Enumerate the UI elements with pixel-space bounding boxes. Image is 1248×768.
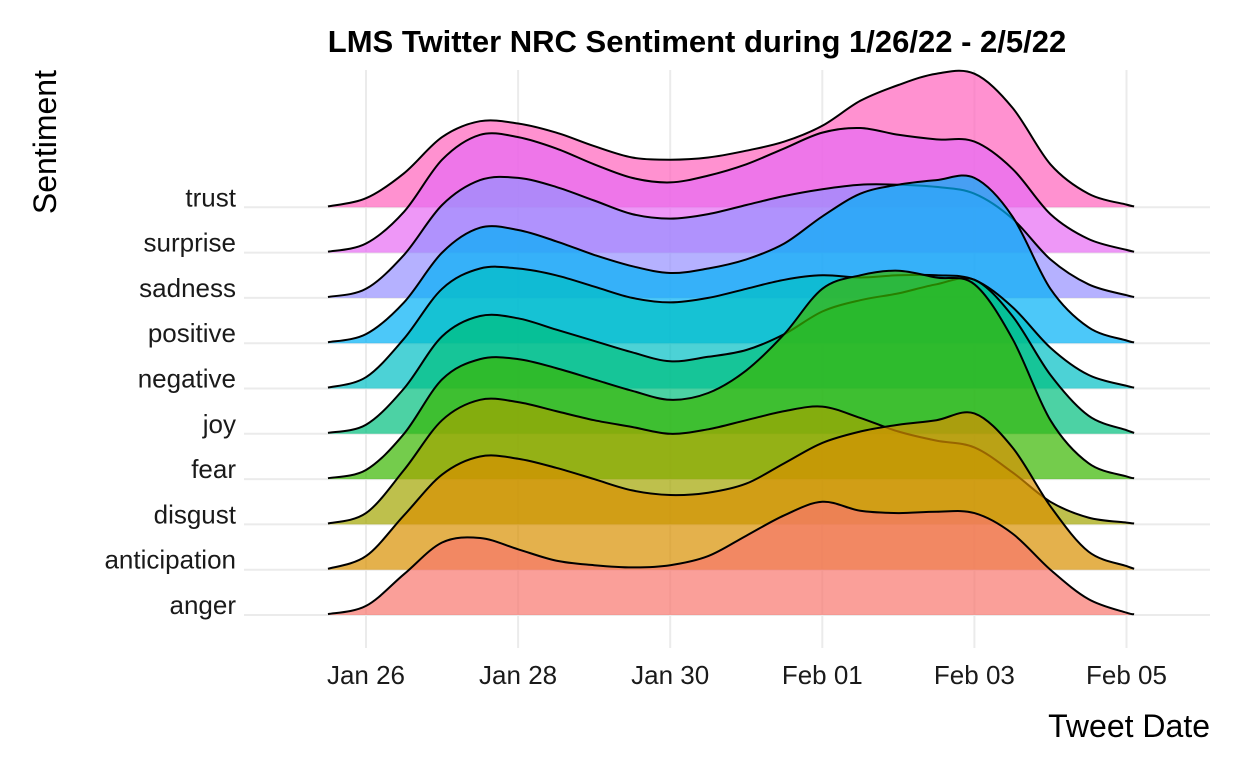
- ridges: [327, 69, 1135, 616]
- x-tick-label: Jan 26: [327, 660, 405, 690]
- ridge-outline: [327, 269, 1135, 480]
- y-tick-label: sadness: [139, 273, 236, 303]
- x-tick-label: Feb 01: [782, 660, 863, 690]
- x-axis-title: Tweet Date: [1048, 708, 1210, 744]
- ridge-outline: [327, 69, 1135, 208]
- ridge-outline: [327, 276, 1135, 434]
- ridge-outline: [327, 175, 1135, 298]
- y-tick-label: positive: [148, 318, 236, 348]
- y-tick-label: disgust: [154, 499, 237, 529]
- ridge-anger: [327, 500, 1135, 616]
- y-tick-label: joy: [202, 409, 236, 439]
- ridge-outline: [327, 411, 1135, 570]
- x-axis-ticks: Jan 26 Jan 28 Jan 30 Feb 01 Feb 03 Feb 05: [327, 660, 1167, 690]
- ridge-outline: [327, 265, 1135, 389]
- x-tick-label: Feb 05: [1086, 660, 1167, 690]
- y-tick-label: anger: [170, 590, 237, 620]
- y-tick-label: anticipation: [104, 545, 236, 575]
- x-tick-label: Feb 03: [934, 660, 1015, 690]
- y-axis-title: Sentiment: [27, 70, 63, 214]
- x-tick-label: Jan 28: [479, 660, 557, 690]
- ridge-outline: [327, 500, 1135, 616]
- ridge-outline: [327, 174, 1135, 344]
- y-tick-label: negative: [138, 364, 236, 394]
- y-tick-label: fear: [191, 454, 236, 484]
- y-tick-label: trust: [185, 182, 236, 212]
- y-axis-ticks: anger anticipation disgust fear joy negative p…: [104, 182, 236, 620]
- x-tick-label: Jan 30: [631, 660, 709, 690]
- ridge-area: [328, 501, 1135, 615]
- chart-title: LMS Twitter NRC Sentiment during 1/26/22…: [328, 24, 1066, 59]
- y-tick-label: surprise: [144, 228, 236, 258]
- ridge-outline: [327, 126, 1135, 253]
